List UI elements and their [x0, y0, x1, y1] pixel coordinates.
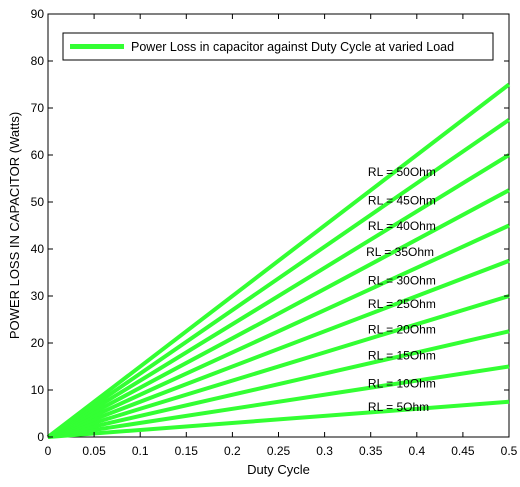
series-line-2 — [47, 364, 510, 439]
x-tick-label: 0 — [45, 444, 52, 458]
series-annotation: RL = 40Ohm — [368, 219, 436, 233]
series-line-9 — [46, 118, 511, 439]
y-tick-label: 50 — [31, 195, 45, 209]
y-tick-label: 80 — [31, 54, 45, 68]
series-annotation: RL = 45Ohm — [368, 193, 436, 207]
series-annotation: RL = 20Ohm — [368, 323, 436, 337]
y-tick-label: 10 — [31, 383, 45, 397]
series-line-7 — [47, 188, 510, 439]
legend-entry: Power Loss in capacitor against Duty Cyc… — [131, 40, 454, 54]
x-tick-label: 0.5 — [501, 444, 518, 458]
legend-box — [62, 32, 494, 61]
x-tick-label: 0.1 — [132, 444, 149, 458]
x-tick-label: 0.2 — [224, 444, 241, 458]
series-line-1 — [47, 399, 510, 439]
y-tick-label: 30 — [31, 289, 45, 303]
x-tick-label: 0.3 — [316, 444, 333, 458]
series-line-5 — [47, 258, 510, 439]
x-tick-label: 0.15 — [175, 444, 199, 458]
x-tick-label: 0.25 — [267, 444, 291, 458]
legend: Power Loss in capacitor against Duty Cyc… — [62, 32, 494, 61]
annotations-layer: RL = 50Ohm RL = 45Ohm RL = 40Ohm RL = 35Ohm… — [366, 165, 436, 414]
x-tick-label: 0.35 — [359, 444, 383, 458]
series-annotation: RL = 50Ohm — [368, 165, 436, 179]
series-line-3 — [47, 329, 510, 439]
x-tick-label: 0.45 — [451, 444, 475, 458]
series-line-4 — [47, 294, 510, 439]
series-annotation: RL = 35Ohm — [366, 245, 434, 259]
series-annotation: RL = 5Ohm — [368, 400, 429, 414]
y-axis-title: POWER LOSS IN CAPACITOR (Watts) — [7, 112, 22, 339]
series-layer — [46, 82, 511, 439]
series-annotation: RL = 25Ohm — [368, 297, 436, 311]
x-tick-label: 0.4 — [408, 444, 425, 458]
ticks-layer: 0 0.05 0.1 0.15 0.2 0.25 0.3 0.35 0.4 0.45 0.5 0 10 2… — [31, 7, 518, 458]
y-tick-label: 60 — [31, 148, 45, 162]
series-annotation: RL = 10Ohm — [368, 377, 436, 391]
series-line-10 — [46, 82, 511, 439]
series-annotation: RL = 30Ohm — [368, 273, 436, 287]
y-tick-label: 0 — [37, 430, 44, 444]
x-tick-label: 0.05 — [82, 444, 106, 458]
y-tick-label: 20 — [31, 336, 45, 350]
x-axis-title: Duty Cycle — [247, 462, 310, 477]
series-line-8 — [46, 153, 511, 439]
y-tick-label: 40 — [31, 242, 45, 256]
series-line-6 — [47, 223, 510, 439]
y-tick-label: 70 — [31, 101, 45, 115]
series-annotation: RL = 15Ohm — [368, 348, 436, 362]
y-tick-label: 90 — [31, 7, 45, 21]
